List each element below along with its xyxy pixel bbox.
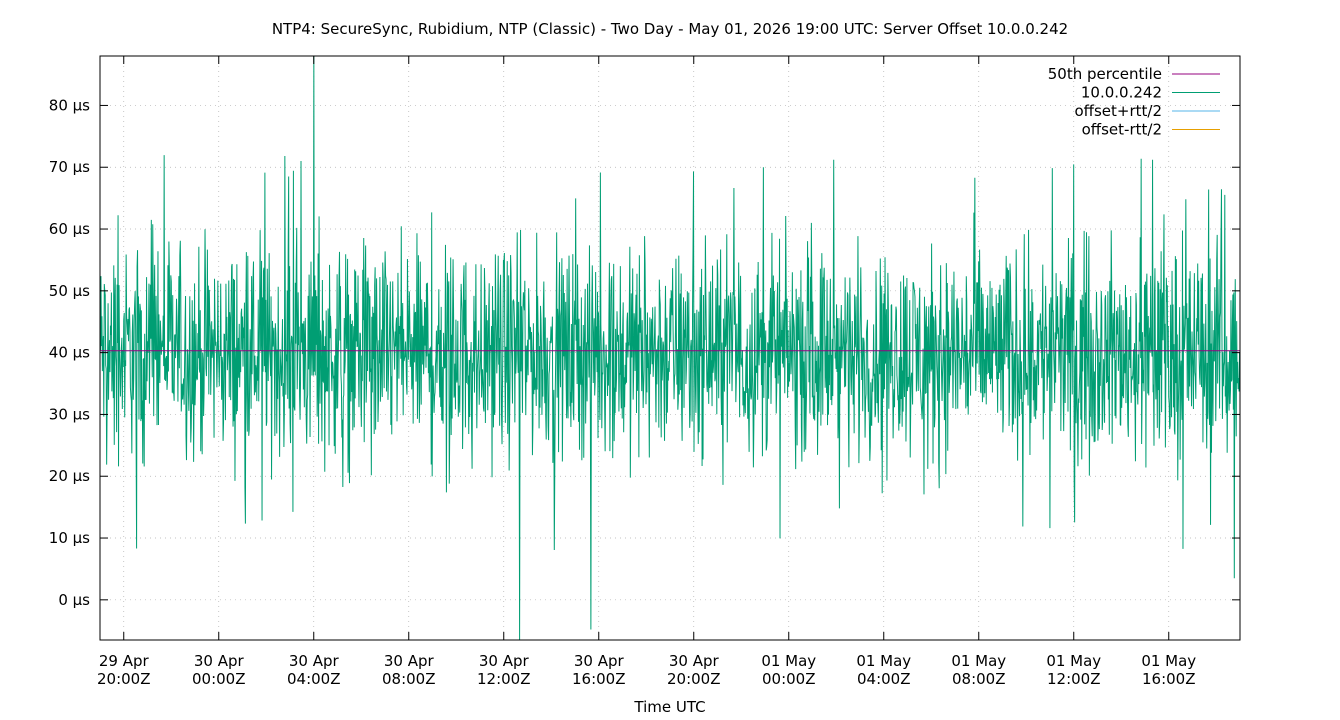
x-tick-label: 30 Apr xyxy=(479,652,530,670)
legend-label: 50th percentile xyxy=(1048,65,1162,83)
x-tick-label: 08:00Z xyxy=(382,670,436,688)
legend-label: offset+rtt/2 xyxy=(1074,102,1162,120)
x-tick-label: 29 Apr xyxy=(99,652,150,670)
y-tick-label: 30 µs xyxy=(49,405,90,423)
x-axis-label: Time UTC xyxy=(633,698,705,716)
legend: 50th percentile10.0.0.242offset+rtt/2off… xyxy=(1048,65,1220,139)
x-tick-label: 20:00Z xyxy=(667,670,721,688)
x-tick-label: 16:00Z xyxy=(1142,670,1196,688)
x-tick-label: 00:00Z xyxy=(762,670,816,688)
x-tick-label: 30 Apr xyxy=(289,652,340,670)
x-tick-label: 12:00Z xyxy=(1047,670,1101,688)
y-tick-label: 70 µs xyxy=(49,158,90,176)
legend-label: offset-rtt/2 xyxy=(1082,121,1162,139)
x-tick-label: 01 May xyxy=(1046,652,1101,670)
y-tick-label: 60 µs xyxy=(49,220,90,238)
x-tick-label: 01 May xyxy=(761,652,816,670)
plot-border xyxy=(99,55,1241,641)
legend-label: 10.0.0.242 xyxy=(1081,84,1162,102)
y-tick-label: 10 µs xyxy=(49,529,90,547)
y-tick-label: 80 µs xyxy=(49,96,90,114)
y-tick-label: 40 µs xyxy=(49,344,90,362)
x-tick-label: 01 May xyxy=(1141,652,1196,670)
x-tick-label: 30 Apr xyxy=(574,652,625,670)
x-tick-label: 04:00Z xyxy=(857,670,911,688)
x-tick-label: 04:00Z xyxy=(287,670,341,688)
x-tick-label: 16:00Z xyxy=(572,670,626,688)
x-tick-label: 01 May xyxy=(856,652,911,670)
series-line-offset xyxy=(99,55,1241,641)
x-tick-label: 08:00Z xyxy=(952,670,1006,688)
x-tick-label: 30 Apr xyxy=(384,652,435,670)
data-series xyxy=(99,55,1241,641)
x-tick-label: 20:00Z xyxy=(97,670,151,688)
x-tick-label: 30 Apr xyxy=(194,652,245,670)
x-tick-label: 01 May xyxy=(951,652,1006,670)
chart-title: NTP4: SecureSync, Rubidium, NTP (Classic… xyxy=(272,20,1068,38)
x-tick-label: 30 Apr xyxy=(669,652,720,670)
x-tick-label: 00:00Z xyxy=(192,670,246,688)
axes: 0 µs 10 µs 20 µs 30 µs 40 µs 50 µs 60 µs 70 µs 8… xyxy=(49,56,1240,688)
x-tick-label: 12:00Z xyxy=(477,670,531,688)
y-tick-label: 50 µs xyxy=(49,282,90,300)
y-tick-label: 20 µs xyxy=(49,467,90,485)
y-tick-label: 0 µs xyxy=(58,591,90,609)
